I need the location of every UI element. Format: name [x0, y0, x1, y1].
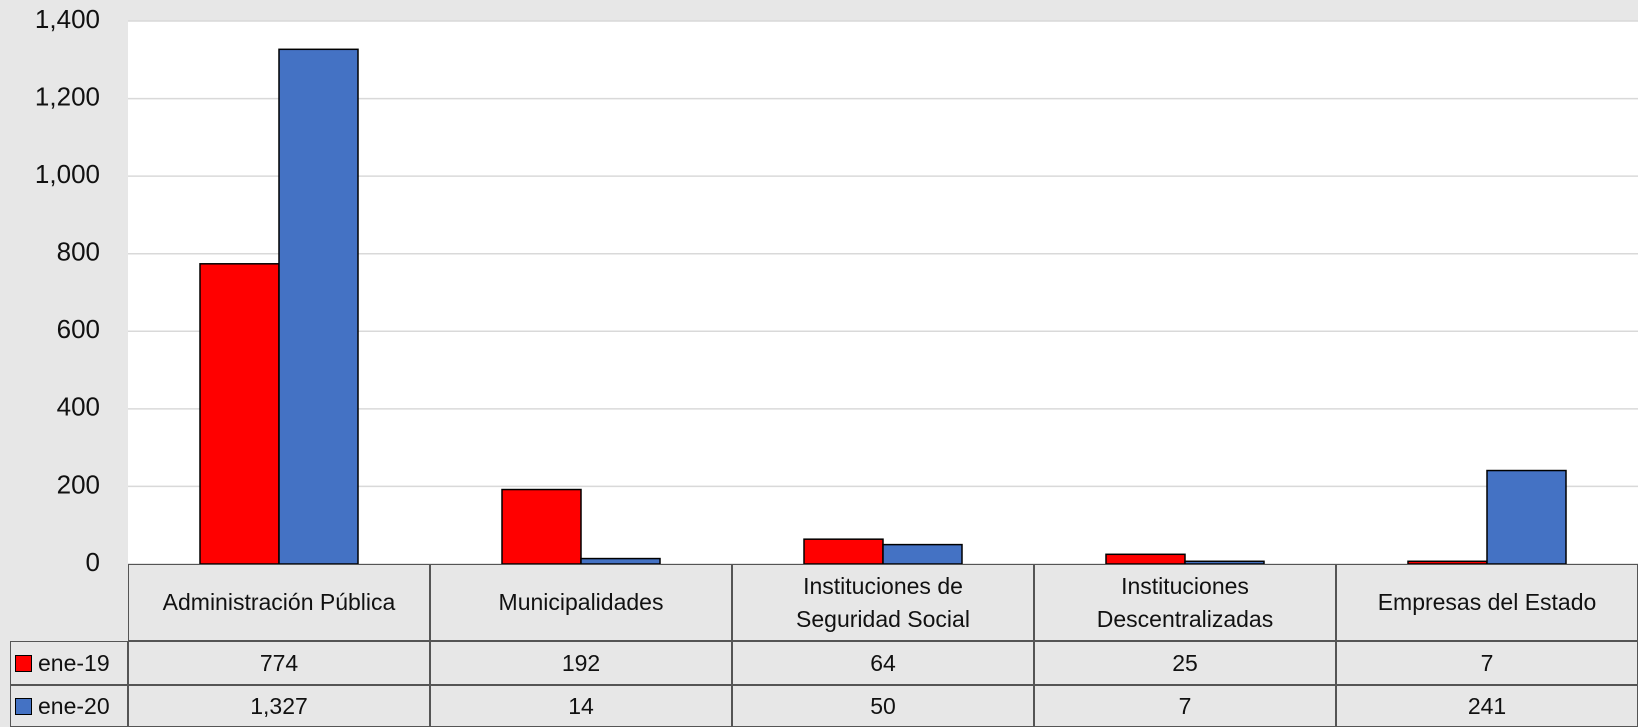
y-tick-label: 1,000: [35, 159, 100, 189]
category-label: Administración Pública: [128, 564, 430, 641]
table-value: 1,327: [128, 685, 430, 727]
legend-label: ene-20: [38, 692, 110, 719]
bar: [1184, 560, 1265, 565]
table-value: 7: [1336, 641, 1638, 685]
y-tick-label: 1,200: [35, 81, 100, 111]
y-tick-label: 600: [57, 314, 100, 344]
legend-cell: ene-19: [10, 641, 128, 685]
y-tick-label: 200: [57, 469, 100, 499]
category-label: Empresas del Estado: [1336, 564, 1638, 641]
legend-swatch: [15, 654, 32, 672]
y-tick-label: 800: [57, 237, 100, 267]
bar: [199, 263, 280, 565]
category-label: Instituciones de Seguridad Social: [732, 564, 1034, 641]
legend-label: ene-19: [38, 649, 110, 676]
bar: [1486, 469, 1567, 565]
bar: [1105, 553, 1186, 565]
table-value: 774: [128, 641, 430, 685]
bar: [882, 543, 963, 565]
legend-cell: ene-20: [10, 685, 128, 727]
y-tick-label: 400: [57, 392, 100, 422]
bar: [278, 48, 359, 565]
y-tick-label: 0: [86, 547, 100, 577]
legend-swatch: [15, 697, 32, 715]
table-value: 241: [1336, 685, 1638, 727]
y-tick-label: 1,400: [35, 4, 100, 34]
table-value: 50: [732, 685, 1034, 727]
category-label: Instituciones Descentralizadas: [1034, 564, 1336, 641]
bar: [803, 538, 884, 565]
table-value: 192: [430, 641, 732, 685]
table-value: 14: [430, 685, 732, 727]
table-value: 7: [1034, 685, 1336, 727]
plot-area: [128, 21, 1638, 564]
table-value: 25: [1034, 641, 1336, 685]
bar: [501, 488, 582, 565]
category-label: Municipalidades: [430, 564, 732, 641]
table-value: 64: [732, 641, 1034, 685]
